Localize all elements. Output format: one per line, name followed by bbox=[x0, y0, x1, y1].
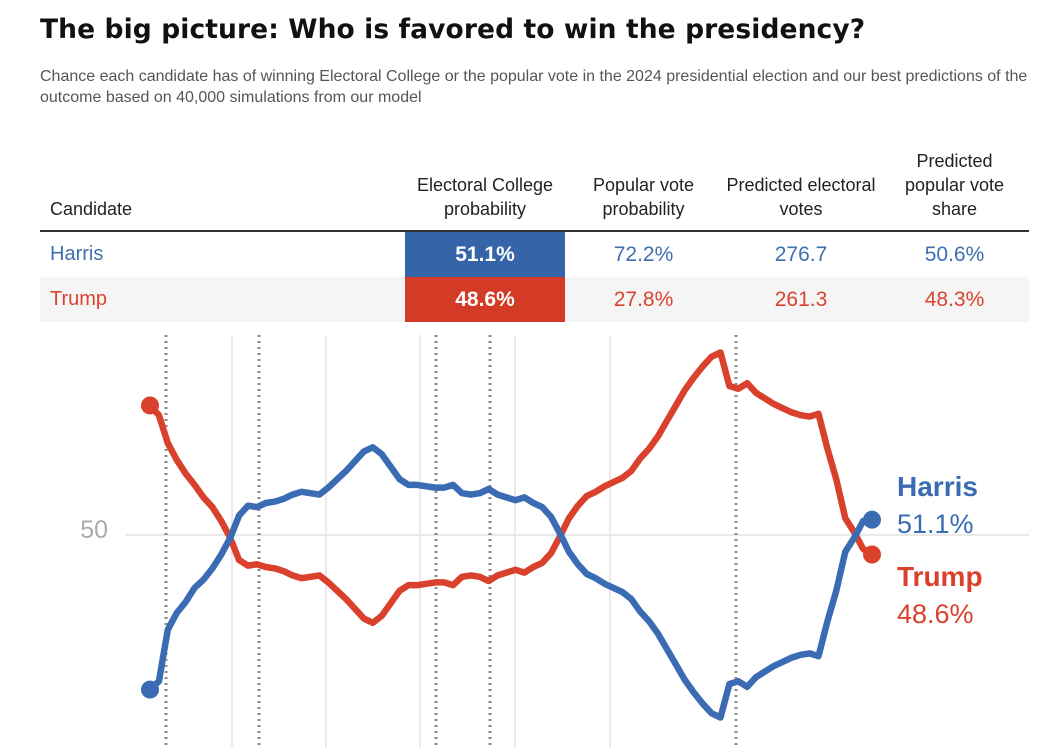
electoral-college-probability: 51.1% bbox=[405, 231, 565, 277]
harris-end-label: Harris bbox=[897, 471, 978, 502]
header-candidate: Candidate bbox=[40, 145, 405, 232]
predicted-electoral-votes: 276.7 bbox=[722, 231, 880, 277]
predicted-popular-vote-share: 50.6% bbox=[880, 231, 1029, 277]
chart-title: The big picture: Who is favored to win t… bbox=[40, 14, 866, 45]
trump-line bbox=[146, 349, 876, 627]
header-electoral-college-probability: Electoral College probability bbox=[405, 145, 565, 232]
predicted-electoral-votes: 261.3 bbox=[722, 277, 880, 322]
header-popular-vote-probability: Popular vote probability bbox=[565, 145, 722, 232]
chart-gridlines bbox=[125, 335, 1029, 747]
probability-line-chart: 50 Harris 51.1% Trump 48.6% bbox=[80, 335, 1029, 747]
trump-end-value: 48.6% bbox=[897, 599, 974, 629]
trump-start-point bbox=[141, 396, 159, 415]
table-row-trump: Trump 48.6% 27.8% 261.3 48.3% bbox=[40, 277, 1029, 322]
harris-end-point bbox=[863, 510, 881, 529]
trump-end-label: Trump bbox=[897, 561, 983, 592]
popular-vote-probability: 27.8% bbox=[565, 277, 722, 322]
forecast-summary-table: Candidate Electoral College probability … bbox=[40, 145, 1029, 322]
table-header-row: Candidate Electoral College probability … bbox=[40, 145, 1029, 232]
harris-end-value: 51.1% bbox=[897, 509, 974, 539]
predicted-popular-vote-share: 48.3% bbox=[880, 277, 1029, 322]
header-predicted-popular-vote-share: Predicted popular vote share bbox=[880, 145, 1029, 232]
y-tick-label: 50 bbox=[80, 516, 108, 544]
candidate-name: Trump bbox=[40, 277, 405, 322]
harris-start-point bbox=[141, 680, 159, 699]
table-row-harris: Harris 51.1% 72.2% 276.7 50.6% bbox=[40, 231, 1029, 277]
electoral-college-probability: 48.6% bbox=[405, 277, 565, 322]
popular-vote-probability: 72.2% bbox=[565, 231, 722, 277]
y-axis: 50 bbox=[80, 516, 108, 544]
trump-end-point bbox=[863, 545, 881, 564]
header-predicted-electoral-votes: Predicted electoral votes bbox=[722, 145, 880, 232]
harris-line bbox=[146, 444, 876, 721]
candidate-name: Harris bbox=[40, 231, 405, 277]
end-labels: Harris 51.1% Trump 48.6% bbox=[897, 471, 983, 629]
chart-series bbox=[141, 349, 881, 721]
chart-subtitle: Chance each candidate has of winning Ele… bbox=[40, 68, 1028, 106]
